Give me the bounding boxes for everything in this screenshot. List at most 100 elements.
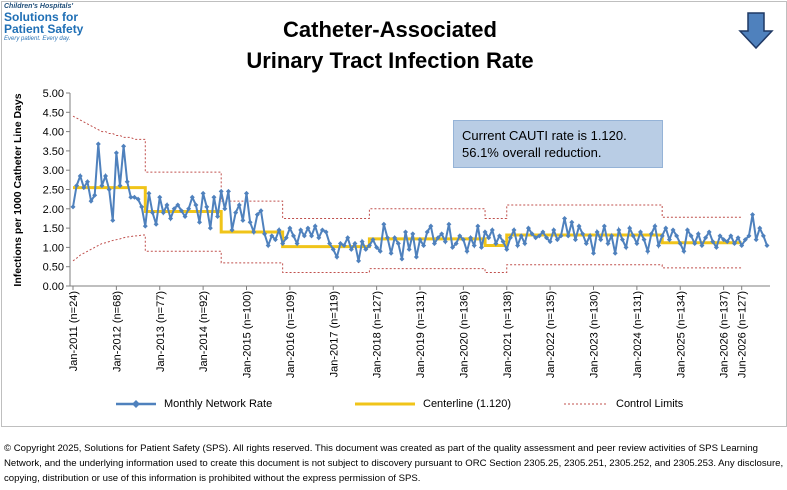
data-point bbox=[591, 250, 596, 256]
data-point bbox=[724, 239, 730, 245]
chart-legend: Monthly Network Rate Centerline (1.120) … bbox=[90, 398, 730, 416]
data-point bbox=[334, 254, 340, 260]
data-point bbox=[178, 208, 184, 214]
data-point bbox=[580, 231, 586, 237]
data-point bbox=[131, 194, 137, 200]
data-point bbox=[681, 248, 687, 254]
data-point bbox=[424, 229, 430, 235]
data-point bbox=[269, 233, 275, 239]
data-point bbox=[540, 229, 546, 235]
data-point bbox=[305, 225, 311, 231]
data-point bbox=[327, 241, 333, 247]
x-tick-label: Jan-2020 (n=136) bbox=[458, 291, 470, 378]
data-point bbox=[218, 188, 224, 194]
data-point bbox=[280, 241, 286, 247]
data-point bbox=[497, 233, 503, 239]
annotation-line-1: Current CAUTI rate is 1.120. bbox=[462, 128, 627, 143]
data-point bbox=[276, 227, 282, 233]
data-point bbox=[309, 233, 315, 239]
data-point bbox=[175, 202, 181, 208]
data-point bbox=[572, 237, 578, 243]
data-point bbox=[442, 239, 448, 245]
x-tick-label: Jan-2026 (n=137) bbox=[719, 291, 731, 378]
data-point bbox=[381, 221, 387, 227]
data-point bbox=[200, 190, 206, 196]
data-point bbox=[110, 217, 116, 223]
data-point bbox=[511, 227, 517, 233]
data-point bbox=[536, 233, 542, 239]
data-point bbox=[240, 217, 246, 223]
data-point bbox=[128, 194, 134, 200]
data-point bbox=[388, 250, 394, 256]
data-point bbox=[103, 173, 109, 179]
data-point bbox=[493, 241, 499, 247]
data-point bbox=[475, 223, 481, 229]
data-point bbox=[124, 179, 130, 185]
data-point bbox=[374, 244, 380, 250]
legend-limits-swatch bbox=[564, 403, 608, 405]
data-point bbox=[544, 235, 550, 241]
data-point bbox=[757, 225, 763, 231]
data-point bbox=[142, 223, 148, 229]
data-point bbox=[735, 235, 741, 241]
logo-tagline: Every patient. Every day. bbox=[4, 36, 71, 42]
data-point bbox=[601, 223, 607, 229]
data-point bbox=[464, 248, 470, 254]
data-point bbox=[731, 241, 737, 247]
data-point bbox=[413, 254, 419, 260]
data-point bbox=[341, 242, 347, 248]
data-point bbox=[645, 248, 651, 254]
data-point bbox=[366, 242, 372, 248]
data-point bbox=[565, 233, 571, 239]
y-tick-label: 3.00 bbox=[43, 165, 64, 177]
annotation-box: Current CAUTI rate is 1.120. 56.1% overa… bbox=[453, 120, 663, 168]
data-point bbox=[515, 242, 521, 248]
legend-item-centerline: Centerline (1.120) bbox=[355, 398, 511, 410]
chart-title-line-1: Catheter-Associated bbox=[283, 17, 497, 42]
data-point bbox=[236, 202, 242, 208]
data-point bbox=[251, 229, 257, 235]
y-axis-label: Infections per 1000 Catheter Line Days bbox=[12, 93, 24, 286]
data-point bbox=[193, 202, 199, 208]
data-point bbox=[84, 179, 90, 185]
data-point bbox=[471, 242, 477, 248]
data-point bbox=[356, 258, 362, 264]
x-tick-label: Jan-2021 (n=138) bbox=[502, 291, 514, 378]
copyright-notice: © Copyright 2025, Solutions for Patient … bbox=[4, 443, 784, 484]
data-point bbox=[659, 233, 665, 239]
data-point bbox=[153, 221, 159, 227]
data-point bbox=[674, 233, 680, 239]
logo-line-2: Solutions for bbox=[4, 10, 78, 24]
data-point bbox=[417, 237, 423, 243]
legend-series-label: Monthly Network Rate bbox=[164, 398, 273, 410]
data-point bbox=[710, 239, 716, 245]
data-point bbox=[742, 237, 748, 243]
data-point bbox=[529, 231, 535, 237]
data-point bbox=[637, 229, 643, 235]
data-point bbox=[384, 235, 390, 241]
legend-centerline-swatch bbox=[355, 402, 415, 406]
data-point bbox=[211, 194, 217, 200]
x-tick-label: Jan-2024 (n=131) bbox=[632, 291, 644, 378]
data-point bbox=[272, 237, 278, 243]
data-point bbox=[486, 235, 492, 241]
annotation-line-2: 56.1% overall reduction. bbox=[462, 145, 602, 160]
y-tick-label: 3.50 bbox=[43, 146, 64, 158]
data-point bbox=[330, 246, 336, 252]
data-point bbox=[507, 235, 513, 241]
x-tick-label: Jan-2019 (n=131) bbox=[415, 291, 427, 378]
data-point bbox=[287, 225, 293, 231]
data-point bbox=[587, 233, 593, 239]
x-tick-label: Jan-2014 (n=92) bbox=[198, 291, 210, 372]
data-point bbox=[197, 219, 203, 225]
data-point bbox=[518, 233, 524, 239]
data-point bbox=[121, 143, 127, 149]
x-tick-label: Jan-2022 (n=135) bbox=[545, 291, 557, 378]
data-point bbox=[435, 235, 441, 241]
data-point bbox=[558, 233, 564, 239]
data-point bbox=[113, 150, 119, 156]
data-point bbox=[684, 227, 690, 233]
data-point bbox=[150, 210, 156, 216]
data-point bbox=[168, 215, 174, 221]
data-point bbox=[395, 241, 401, 247]
